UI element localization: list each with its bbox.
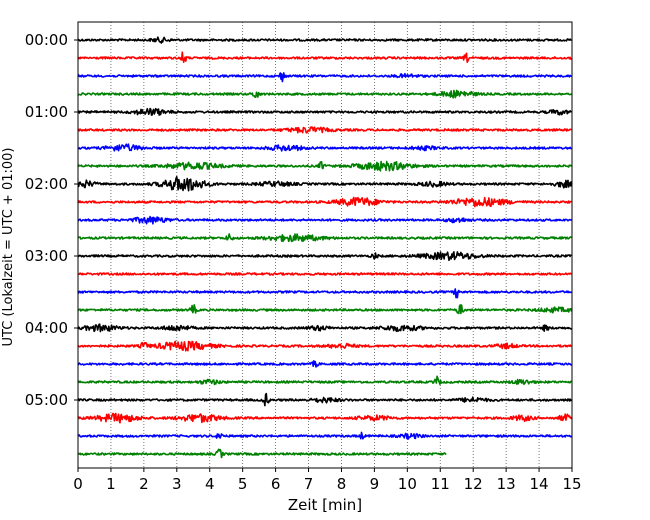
x-tick-label: 8 xyxy=(337,475,347,493)
vertical-grid xyxy=(110,22,540,468)
y-tick-label: 03:00 xyxy=(25,247,68,265)
seismic-traces xyxy=(77,36,573,459)
x-tick-label: 6 xyxy=(271,475,281,493)
y-axis-label: UTC (Lokalzeit = UTC + 01:00) xyxy=(1,148,16,347)
seismic-trace xyxy=(77,340,573,352)
x-tick-label: 9 xyxy=(370,475,380,493)
x-tick-label: 15 xyxy=(562,475,581,493)
x-axis-ticks: 0 1 2 3 4 5 6 7 8 9 10 11 12 13 14 15 xyxy=(73,468,582,493)
y-tick-label: 04:00 xyxy=(25,319,68,337)
x-tick-label: 13 xyxy=(497,475,516,493)
y-axis-ticks: 00:00 01:00 02:00 03:00 04:00 05:00 xyxy=(25,31,78,409)
seismic-trace xyxy=(77,196,572,208)
seismic-trace xyxy=(77,233,572,243)
seismic-trace xyxy=(77,431,573,440)
seismic-trace xyxy=(77,251,572,262)
x-tick-label: 0 xyxy=(73,475,83,493)
x-tick-label: 7 xyxy=(304,475,314,493)
y-tick-label: 02:00 xyxy=(25,175,68,193)
seismic-trace xyxy=(77,51,573,63)
x-tick-label: 10 xyxy=(398,475,417,493)
seismic-trace xyxy=(77,176,573,192)
seismic-trace xyxy=(77,288,572,299)
seismic-trace xyxy=(77,89,572,99)
y-tick-label: 00:00 xyxy=(25,31,68,49)
seismic-trace xyxy=(77,126,572,134)
x-axis-label: Zeit [min] xyxy=(288,496,362,514)
seismic-trace xyxy=(77,215,573,225)
seismic-trace xyxy=(77,323,572,333)
seismic-trace xyxy=(77,304,573,315)
seismic-trace xyxy=(77,272,572,276)
x-tick-label: 11 xyxy=(431,475,450,493)
x-tick-label: 14 xyxy=(530,475,549,493)
x-tick-label: 2 xyxy=(139,475,149,493)
seismic-trace xyxy=(77,375,572,386)
x-tick-label: 3 xyxy=(172,475,182,493)
seismic-trace xyxy=(77,392,573,407)
x-tick-label: 12 xyxy=(464,475,483,493)
plot-frame xyxy=(77,21,573,469)
x-tick-label: 1 xyxy=(106,475,116,493)
seismic-trace xyxy=(77,107,572,116)
y-tick-label: 01:00 xyxy=(25,103,68,121)
seismic-trace xyxy=(77,72,572,83)
x-tick-label: 4 xyxy=(205,475,215,493)
seismic-trace xyxy=(77,412,573,424)
seismic-trace xyxy=(77,448,447,459)
seismic-trace xyxy=(77,36,573,44)
seismic-trace xyxy=(77,360,572,368)
x-tick-label: 5 xyxy=(238,475,248,493)
y-tick-label: 05:00 xyxy=(25,391,68,409)
seismic-trace xyxy=(77,143,572,152)
seismic-trace xyxy=(77,160,573,172)
